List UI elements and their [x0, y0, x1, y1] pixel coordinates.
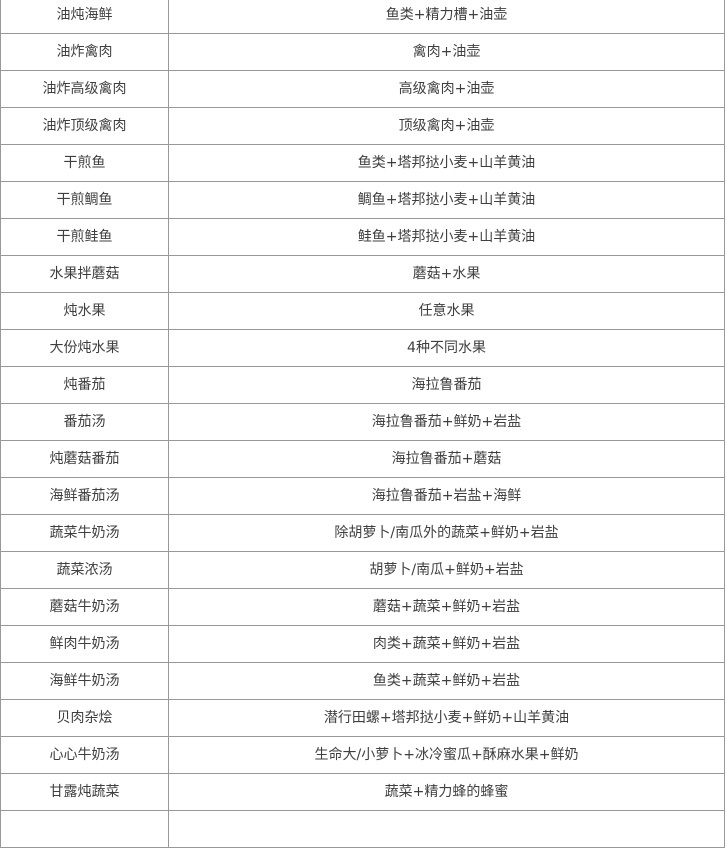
ingredients-cell: 除胡萝卜/南瓜外的蔬菜+鲜奶+岩盐 [334, 525, 559, 541]
ingredients-cell: 蘑菇+蔬菜+鲜奶+岩盐 [372, 599, 521, 615]
table-row-partial [1, 811, 724, 848]
ingredients-cell: 顶级禽肉+油壶 [398, 118, 495, 134]
dish-name-cell: 贝肉杂烩 [1, 700, 169, 736]
ingredients-cell: 生命大/小萝卜+冰冷蜜瓜+酥麻水果+鲜奶 [314, 747, 579, 763]
table-row: 甘露炖蔬菜 蔬菜+精力蜂的蜂蜜 [1, 774, 724, 811]
dish-name-cell: 炖水果 [1, 293, 169, 329]
dish-name-cell: 干煎鱼 [1, 145, 169, 181]
ingredients-cell: 胡萝卜/南瓜+鲜奶+岩盐 [369, 562, 524, 578]
ingredients-cell: 肉类+蔬菜+鲜奶+岩盐 [372, 636, 521, 652]
table-row: 番茄汤 海拉鲁番茄+鲜奶+岩盐 [1, 404, 724, 441]
table-row: 炖蘑菇番茄 海拉鲁番茄+蘑菇 [1, 441, 724, 478]
ingredients-cell: 海拉鲁番茄+蘑菇 [391, 451, 502, 467]
ingredients-cell: 海拉鲁番茄+岩盐+海鲜 [371, 488, 522, 504]
table-row: 水果拌蘑菇 蘑菇+水果 [1, 256, 724, 293]
table-row: 油炸高级禽肉 高级禽肉+油壶 [1, 71, 724, 108]
dish-name-cell: 干煎鲷鱼 [1, 182, 169, 218]
ingredients-cell: 鱼类+塔邦挞小麦+山羊黄油 [357, 155, 536, 171]
table-row: 油炖海鲜 鱼类+精力槽+油壶 [1, 0, 724, 34]
dish-name-cell: 蘑菇牛奶汤 [1, 589, 169, 625]
dish-name-cell: 油炸高级禽肉 [1, 71, 169, 107]
ingredients-cell: 鲑鱼+塔邦挞小麦+山羊黄油 [357, 229, 536, 245]
table-row: 大份炖水果 4种不同水果 [1, 330, 724, 367]
table-row: 炖番茄 海拉鲁番茄 [1, 367, 724, 404]
ingredients-cell: 鲷鱼+塔邦挞小麦+山羊黄油 [357, 192, 536, 208]
table-row: 干煎鲑鱼 鲑鱼+塔邦挞小麦+山羊黄油 [1, 219, 724, 256]
dish-name-cell: 炖蘑菇番茄 [1, 441, 169, 477]
dish-name-cell [1, 811, 169, 847]
ingredients-cell: 4种不同水果 [407, 340, 486, 356]
dish-name-cell: 心心牛奶汤 [1, 737, 169, 773]
dish-name-cell: 炖番茄 [1, 367, 169, 403]
dish-name-cell: 油炸禽肉 [1, 34, 169, 70]
dish-name-cell: 油炖海鲜 [1, 0, 169, 33]
dish-name-cell: 干煎鲑鱼 [1, 219, 169, 255]
dish-name-cell: 大份炖水果 [1, 330, 169, 366]
table-row: 干煎鱼 鱼类+塔邦挞小麦+山羊黄油 [1, 145, 724, 182]
ingredients-cell: 禽肉+油壶 [412, 44, 481, 60]
dish-name-cell: 海鲜牛奶汤 [1, 663, 169, 699]
ingredients-cell: 蔬菜+精力蜂的蜂蜜 [384, 784, 509, 800]
dish-name-cell: 蔬菜浓汤 [1, 552, 169, 588]
table-row: 海鲜番茄汤 海拉鲁番茄+岩盐+海鲜 [1, 478, 724, 515]
ingredients-cell: 任意水果 [418, 303, 475, 319]
dish-name-cell: 番茄汤 [1, 404, 169, 440]
dish-name-cell: 油炸顶级禽肉 [1, 108, 169, 144]
ingredients-cell: 鱼类+蔬菜+鲜奶+岩盐 [372, 673, 521, 689]
table-row: 蔬菜牛奶汤 除胡萝卜/南瓜外的蔬菜+鲜奶+岩盐 [1, 515, 724, 552]
ingredients-cell: 蘑菇+水果 [412, 266, 481, 282]
ingredients-cell: 海拉鲁番茄 [411, 377, 482, 393]
table-row: 海鲜牛奶汤 鱼类+蔬菜+鲜奶+岩盐 [1, 663, 724, 700]
dish-name-cell: 甘露炖蔬菜 [1, 774, 169, 810]
ingredients-cell: 鱼类+精力槽+油壶 [385, 7, 508, 23]
table-row: 炖水果 任意水果 [1, 293, 724, 330]
ingredients-cell [169, 811, 724, 847]
dish-name-cell: 蔬菜牛奶汤 [1, 515, 169, 551]
table-row: 油炸禽肉 禽肉+油壶 [1, 34, 724, 71]
ingredients-cell: 潜行田螺+塔邦挞小麦+鲜奶+山羊黄油 [323, 710, 570, 726]
ingredients-cell: 高级禽肉+油壶 [398, 81, 495, 97]
dish-name-cell: 鲜肉牛奶汤 [1, 626, 169, 662]
table-row: 贝肉杂烩 潜行田螺+塔邦挞小麦+鲜奶+山羊黄油 [1, 700, 724, 737]
ingredients-cell: 海拉鲁番茄+鲜奶+岩盐 [371, 414, 522, 430]
table-row: 鲜肉牛奶汤 肉类+蔬菜+鲜奶+岩盐 [1, 626, 724, 663]
dish-name-cell: 海鲜番茄汤 [1, 478, 169, 514]
dish-name-cell: 水果拌蘑菇 [1, 256, 169, 292]
table-row: 油炸顶级禽肉 顶级禽肉+油壶 [1, 108, 724, 145]
table-row: 心心牛奶汤 生命大/小萝卜+冰冷蜜瓜+酥麻水果+鲜奶 [1, 737, 724, 774]
table-row: 蘑菇牛奶汤 蘑菇+蔬菜+鲜奶+岩盐 [1, 589, 724, 626]
table-row: 干煎鲷鱼 鲷鱼+塔邦挞小麦+山羊黄油 [1, 182, 724, 219]
table-row: 蔬菜浓汤 胡萝卜/南瓜+鲜奶+岩盐 [1, 552, 724, 589]
